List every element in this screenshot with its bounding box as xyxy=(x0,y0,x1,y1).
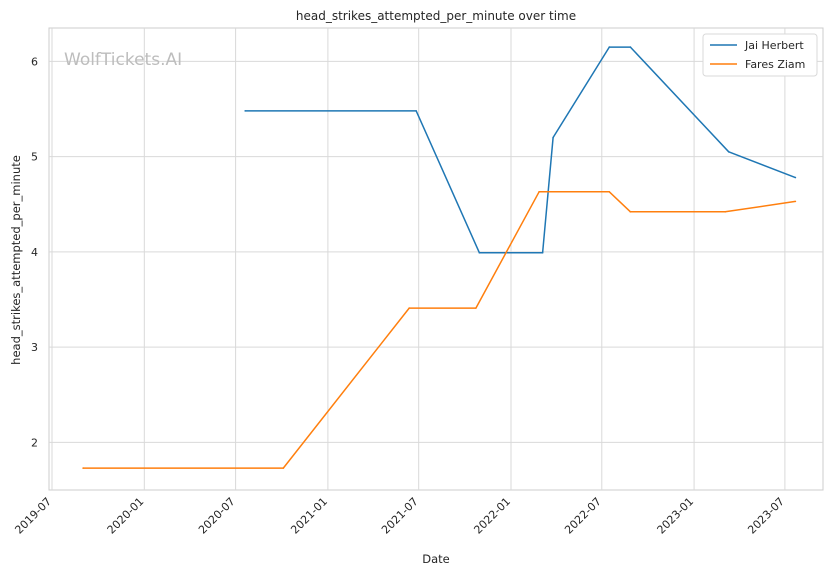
y-tick-label: 6 xyxy=(31,55,38,68)
data-point-jai-herbert xyxy=(541,252,544,254)
data-point-jai-herbert xyxy=(629,46,632,48)
y-tick-label: 2 xyxy=(31,436,38,449)
watermark: WolfTickets.AI xyxy=(64,50,182,70)
data-point-fares-ziam xyxy=(724,211,726,213)
x-tick-label: 2019-07 xyxy=(12,495,54,537)
chart-title: head_strikes_attempted_per_minute over t… xyxy=(296,9,576,23)
y-tick-labels: 2 3 4 5 6 xyxy=(31,55,38,449)
series-lines xyxy=(82,46,797,469)
data-point-jai-herbert xyxy=(244,110,246,112)
data-point-jai-herbert xyxy=(608,46,611,48)
x-tick-label: 2021-07 xyxy=(379,495,421,537)
data-point-jai-herbert xyxy=(415,110,417,112)
legend: Jai Herbert Fares Ziam xyxy=(702,33,818,77)
x-tick-label: 2020-07 xyxy=(196,495,238,537)
x-tick-label: 2022-01 xyxy=(471,495,513,537)
data-point-fares-ziam xyxy=(282,467,285,469)
x-tick-labels: 2019-07 2020-01 2020-07 2021-01 2021-07 2022-… xyxy=(12,495,787,537)
data-point-fares-ziam xyxy=(794,200,797,203)
x-tick-label: 2021-01 xyxy=(288,495,330,537)
legend-label-jai-herbert: Jai Herbert xyxy=(744,39,804,52)
y-axis-label: head_strikes_attempted_per_minute xyxy=(9,155,23,365)
data-point-fares-ziam xyxy=(629,211,632,213)
data-point-jai-herbert xyxy=(727,151,730,153)
data-point-fares-ziam xyxy=(608,191,611,193)
x-tick-label: 2022-07 xyxy=(562,495,604,537)
x-axis-label: Date xyxy=(422,552,450,566)
y-tick-label: 3 xyxy=(31,341,38,354)
legend-label-fares-ziam: Fares Ziam xyxy=(745,58,805,71)
x-tick-label: 2023-01 xyxy=(655,495,697,537)
x-tick-label: 2023-07 xyxy=(745,495,787,537)
data-point-jai-herbert xyxy=(552,136,554,139)
data-point-fares-ziam xyxy=(475,307,477,309)
data-point-jai-herbert xyxy=(478,252,481,254)
data-point-fares-ziam xyxy=(82,467,84,469)
data-point-fares-ziam xyxy=(538,191,540,193)
y-tick-label: 5 xyxy=(31,151,38,164)
data-point-fares-ziam xyxy=(408,307,410,309)
data-point-jai-herbert xyxy=(794,176,797,179)
y-tick-label: 4 xyxy=(31,246,38,259)
x-tick-label: 2020-01 xyxy=(105,495,147,537)
plot-area xyxy=(48,27,824,491)
